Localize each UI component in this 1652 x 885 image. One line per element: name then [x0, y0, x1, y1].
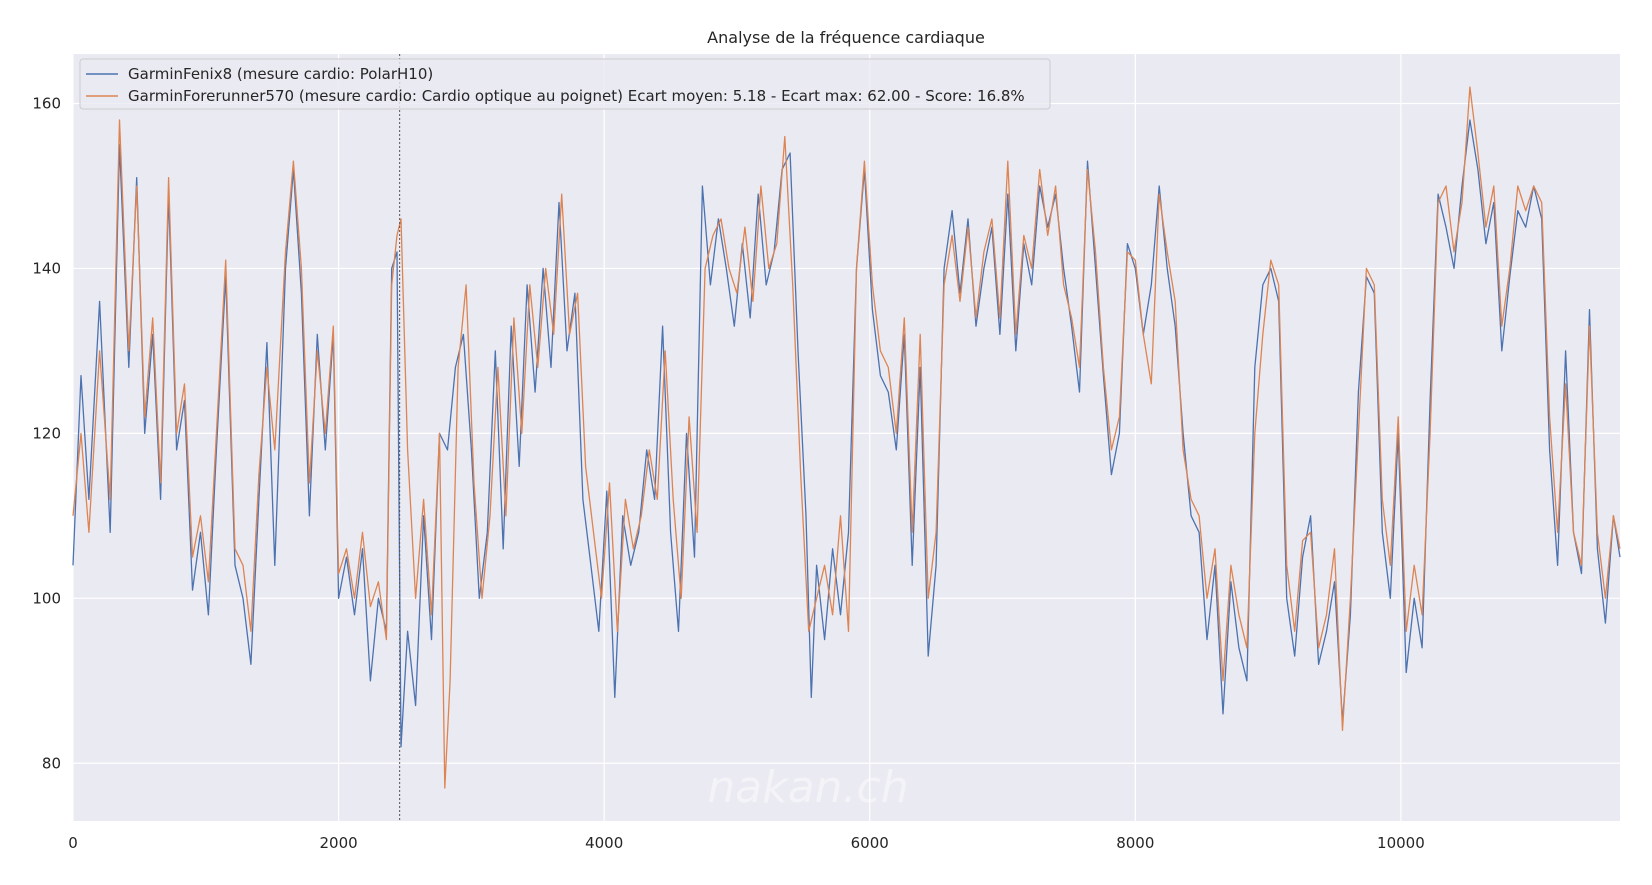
legend-label-fenix: GarminFenix8 (mesure cardio: PolarH10) [128, 65, 433, 83]
x-tick-label: 10000 [1377, 834, 1425, 852]
x-tick-label: 8000 [1116, 834, 1154, 852]
series-layer [72, 86, 1621, 789]
y-tick-label: 120 [32, 424, 61, 442]
x-tick-label: 6000 [851, 834, 889, 852]
series-line-forerunner570 [72, 86, 1621, 789]
legend-label-forerunner: GarminForerunner570 (mesure cardio: Card… [128, 87, 1025, 105]
axis-ticks: 80 100 120 140 160 0 2000 4000 6000 8000 10000 [32, 94, 1424, 852]
y-tick-label: 140 [32, 259, 61, 277]
x-tick-label: 4000 [585, 834, 623, 852]
y-tick-label: 100 [32, 589, 61, 607]
watermark: nakan.ch [707, 762, 908, 813]
x-tick-label: 2000 [319, 834, 357, 852]
x-tick-label: 0 [68, 834, 78, 852]
plot-area [73, 54, 1620, 821]
legend-frame [79, 58, 1051, 110]
y-tick-label: 160 [32, 94, 61, 112]
y-tick-label: 80 [42, 754, 61, 772]
chart-title: Analyse de la fréquence cardiaque [707, 28, 985, 47]
legend: GarminFenix8 (mesure cardio: PolarH10) G… [79, 58, 1051, 110]
